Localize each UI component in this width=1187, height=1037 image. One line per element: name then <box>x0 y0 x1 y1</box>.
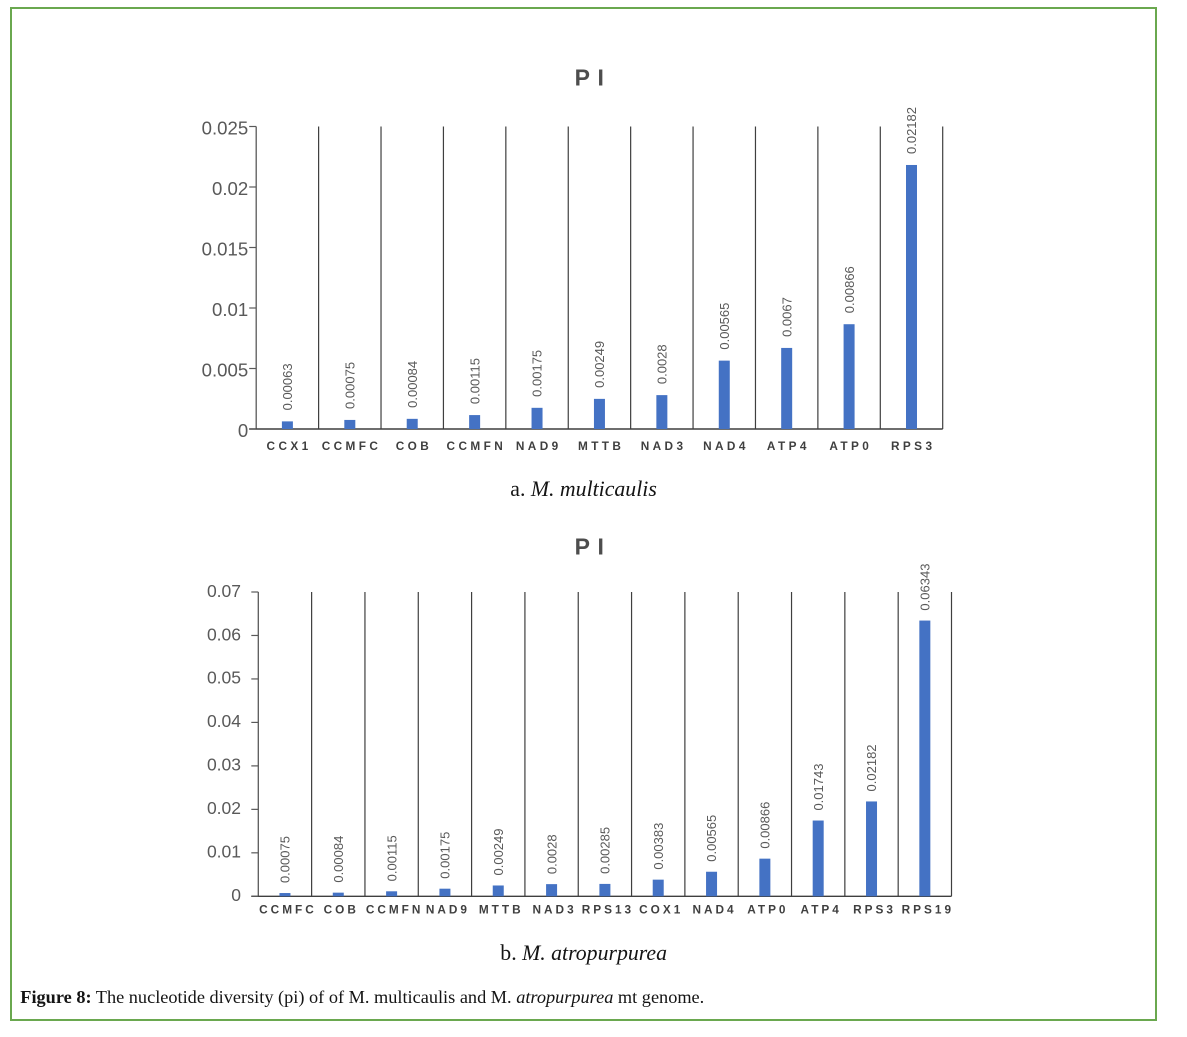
svg-text:0: 0 <box>238 420 248 441</box>
svg-text:0.005: 0.005 <box>202 359 249 380</box>
svg-text:NAD9: NAD9 <box>426 902 470 916</box>
svg-text:0.00084: 0.00084 <box>331 836 346 883</box>
svg-text:0.025: 0.025 <box>202 117 249 138</box>
svg-text:COB: COB <box>396 439 432 453</box>
svg-text:0.04: 0.04 <box>207 711 241 731</box>
svg-text:0.015: 0.015 <box>202 238 249 259</box>
svg-text:0.01: 0.01 <box>207 842 241 862</box>
svg-text:CCMFC: CCMFC <box>322 439 382 453</box>
svg-text:0.02: 0.02 <box>212 178 248 199</box>
svg-text:0.00063: 0.00063 <box>280 363 295 410</box>
svg-text:COX1: COX1 <box>639 902 683 916</box>
svg-text:ATP4: ATP4 <box>767 439 810 453</box>
svg-text:0.00175: 0.00175 <box>530 350 545 397</box>
svg-text:0.05: 0.05 <box>207 668 241 688</box>
svg-text:0.0028: 0.0028 <box>544 834 559 874</box>
svg-text:P I: P I <box>575 65 605 91</box>
svg-text:0.00866: 0.00866 <box>842 266 857 313</box>
svg-text:RPS13: RPS13 <box>582 902 634 916</box>
svg-text:0.00866: 0.00866 <box>758 802 773 849</box>
svg-text:0.02182: 0.02182 <box>904 107 919 154</box>
svg-text:RPS19: RPS19 <box>902 902 954 916</box>
svg-text:0.00383: 0.00383 <box>651 823 666 870</box>
svg-text:CCMFN: CCMFN <box>447 439 507 453</box>
svg-text:NAD4: NAD4 <box>703 439 749 453</box>
svg-text:0.00075: 0.00075 <box>278 836 293 883</box>
svg-text:0.06: 0.06 <box>207 624 241 644</box>
svg-text:NAD9: NAD9 <box>516 439 562 453</box>
svg-text:0.01: 0.01 <box>212 299 248 320</box>
svg-text:CCX1: CCX1 <box>267 439 312 453</box>
svg-text:NAD3: NAD3 <box>533 902 577 916</box>
svg-text:0.00565: 0.00565 <box>717 303 732 350</box>
svg-text:0.0067: 0.0067 <box>779 297 794 337</box>
svg-text:0.0028: 0.0028 <box>655 344 670 384</box>
svg-text:MTTB: MTTB <box>578 439 624 453</box>
svg-text:ATP4: ATP4 <box>801 902 842 916</box>
svg-text:0.06343: 0.06343 <box>918 564 933 611</box>
svg-text:ATP0: ATP0 <box>829 439 872 453</box>
svg-text:COB: COB <box>324 902 359 916</box>
svg-text:RPS3: RPS3 <box>853 902 896 916</box>
svg-text:0.00565: 0.00565 <box>704 815 719 862</box>
svg-text:0.00249: 0.00249 <box>592 341 607 388</box>
svg-text:NAD4: NAD4 <box>692 902 736 916</box>
svg-text:CCMFC: CCMFC <box>259 902 317 916</box>
svg-text:0.02182: 0.02182 <box>864 744 879 791</box>
svg-text:0.00175: 0.00175 <box>438 832 453 879</box>
svg-text:MTTB: MTTB <box>479 902 524 916</box>
svg-text:P I: P I <box>575 534 605 560</box>
svg-text:0.01743: 0.01743 <box>811 764 826 811</box>
svg-text:0.00249: 0.00249 <box>491 828 506 875</box>
svg-text:0.00084: 0.00084 <box>405 361 420 408</box>
svg-text:0.00075: 0.00075 <box>343 362 358 409</box>
svg-text:0.00115: 0.00115 <box>384 835 399 881</box>
svg-text:0.00285: 0.00285 <box>598 827 613 874</box>
svg-text:0.07: 0.07 <box>207 581 241 601</box>
svg-text:NAD3: NAD3 <box>641 439 687 453</box>
svg-text:0: 0 <box>231 885 241 905</box>
svg-text:0.03: 0.03 <box>207 755 241 775</box>
svg-text:CCMFN: CCMFN <box>366 902 424 916</box>
svg-text:0.02: 0.02 <box>207 798 241 818</box>
svg-text:RPS3: RPS3 <box>891 439 935 453</box>
svg-text:ATP0: ATP0 <box>747 902 788 916</box>
svg-text:0.00115: 0.00115 <box>467 358 482 404</box>
